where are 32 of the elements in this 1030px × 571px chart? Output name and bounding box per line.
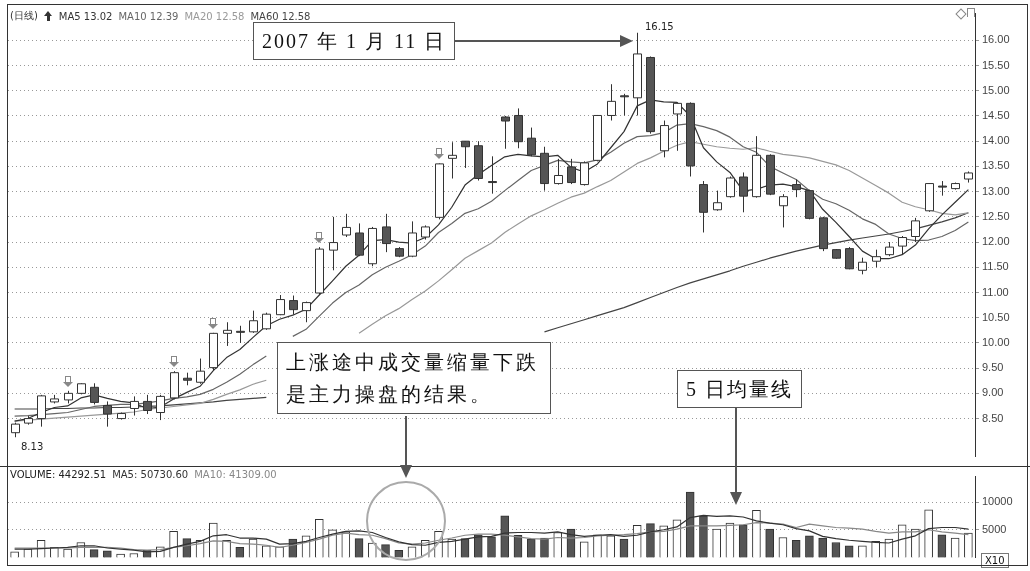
y-tick-label: 5000 bbox=[982, 522, 1007, 535]
y-tick-label: 10000 bbox=[982, 495, 1013, 508]
y-tick-label: 10.50 bbox=[982, 310, 1010, 323]
text: MA60 12.58 bbox=[250, 10, 311, 22]
y-tick-label: 13.00 bbox=[982, 184, 1010, 197]
y-tick-label: 11.00 bbox=[982, 285, 1009, 298]
y-tick-label: 11.50 bbox=[982, 260, 1009, 273]
y-tick-label: 15.50 bbox=[982, 58, 1010, 71]
y-tick-label: 12.00 bbox=[982, 235, 1010, 248]
y-tick-label: 14.50 bbox=[982, 109, 1010, 122]
y-tick-label: 10.00 bbox=[982, 335, 1010, 348]
y-tick-label: 15.00 bbox=[982, 83, 1010, 96]
y-tick-label: 8.50 bbox=[982, 411, 1004, 424]
annotation: 8.13 bbox=[21, 441, 44, 452]
annotation: 上涨途中成交量缩量下跌是主力操盘的结果。 bbox=[277, 342, 551, 414]
annotation: 5 日均量线 bbox=[677, 370, 802, 408]
legend-label: MA5 13.02 bbox=[58, 10, 113, 22]
annotation: 16.15 bbox=[645, 21, 674, 32]
text: MA10 12.39 bbox=[118, 10, 179, 22]
y-tick-label: 9.50 bbox=[982, 361, 1004, 374]
y-tick-label: 12.50 bbox=[982, 209, 1010, 222]
y-tick-label: 9.00 bbox=[982, 386, 1004, 399]
y-tick-label: 16.00 bbox=[982, 33, 1010, 46]
text: MA20 12.58 bbox=[184, 10, 245, 22]
chart-title: (日线) bbox=[10, 9, 38, 23]
y-tick-label: 14.00 bbox=[982, 134, 1010, 147]
y-tick-label: 13.50 bbox=[982, 159, 1010, 172]
annotation: 2007 年 1 月 11 日 bbox=[253, 22, 456, 60]
text: MA5: 50730.60 bbox=[112, 469, 189, 480]
text: VOLUME: 44292.51 bbox=[10, 469, 107, 480]
text: MA10: 41309.00 bbox=[194, 469, 277, 480]
text: X10 bbox=[981, 553, 1009, 568]
